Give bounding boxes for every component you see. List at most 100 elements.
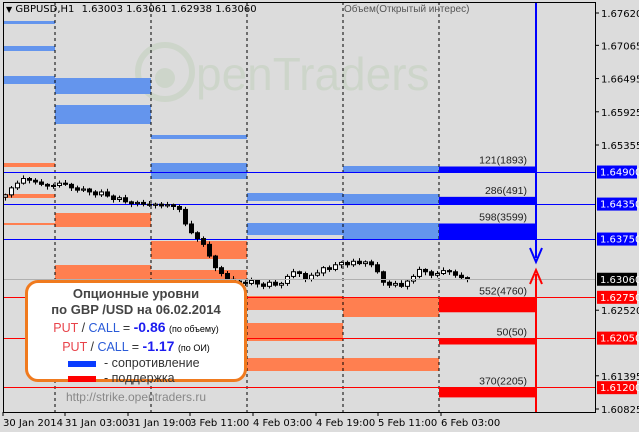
candle <box>117 195 122 202</box>
x-tick-label: 31 Jan 19:00 <box>128 418 191 429</box>
collapse-triangle-icon[interactable]: ▼ <box>6 5 13 14</box>
candle <box>459 272 464 280</box>
candle <box>135 200 140 207</box>
support-zone <box>247 323 343 341</box>
candle-body <box>153 203 158 206</box>
candle-body <box>81 188 86 191</box>
candle-body <box>453 271 458 276</box>
support-zone <box>151 270 247 280</box>
support-zone <box>247 296 343 310</box>
chart-header: ▼ GBPUSD,H1 1.63003 1.63061 1.62938 1.63… <box>6 4 257 15</box>
candle-body <box>195 232 200 240</box>
y-tick-label: 1.67065 <box>601 41 639 52</box>
candle-body <box>33 179 38 183</box>
candle-body <box>333 264 338 270</box>
x-tick-label: 3 Feb 11:00 <box>190 418 249 429</box>
candle <box>45 183 50 190</box>
candle <box>69 182 74 192</box>
legend-support: - поддержка <box>28 371 244 386</box>
candle-body <box>213 255 218 269</box>
ohlc-values: 1.63003 1.63061 1.62938 1.63060 <box>81 4 257 15</box>
resistance-zone <box>343 194 439 204</box>
candle-body <box>51 185 56 188</box>
candle-body <box>207 243 212 257</box>
candle <box>105 188 110 198</box>
resistance-zone <box>3 76 55 84</box>
candle-body <box>27 178 32 181</box>
equals: = <box>122 321 131 335</box>
support-price-badge: 1.62750 <box>600 293 639 304</box>
candle-body <box>411 275 416 282</box>
candle-body <box>273 281 278 286</box>
legend-support-label: - поддержка <box>104 371 175 385</box>
candle-body <box>99 191 104 196</box>
candle <box>285 274 290 286</box>
support-zone <box>55 213 151 227</box>
resistance-price-badge-bg <box>597 165 637 179</box>
candle-body <box>429 271 434 276</box>
candle <box>387 280 392 288</box>
candle <box>303 271 308 283</box>
candle-body <box>177 205 182 210</box>
support-price-badge: 1.62050 <box>600 334 639 345</box>
candle <box>27 177 32 184</box>
candle-body <box>465 277 470 280</box>
candle-body <box>375 264 380 273</box>
resistance-swatch <box>68 360 96 367</box>
candle <box>399 280 404 288</box>
candle-body <box>321 267 326 274</box>
candle-body <box>435 273 440 276</box>
candle-body <box>267 281 272 287</box>
candle <box>249 277 254 286</box>
candle <box>147 200 152 207</box>
candle-body <box>243 281 248 284</box>
level-annotation: 598(3599) <box>479 212 527 224</box>
candle-body <box>249 280 254 284</box>
slash: / <box>81 321 86 335</box>
candle <box>201 236 206 247</box>
resistance-price-badge: 1.64350 <box>600 200 639 211</box>
watermark: penTraders <box>135 42 430 102</box>
candle <box>15 180 20 191</box>
candle <box>429 269 434 279</box>
candle-body <box>399 282 404 287</box>
candle-body <box>309 274 314 280</box>
support-swatch <box>68 375 96 382</box>
x-tick-label: 31 Jan 03:00 <box>65 418 128 429</box>
candle <box>291 268 296 279</box>
support-zone <box>3 163 55 167</box>
candle-body <box>315 272 320 276</box>
candle <box>453 269 458 278</box>
candle <box>357 258 362 266</box>
x-tick-label: 4 Feb 19:00 <box>316 418 375 429</box>
equals: = <box>131 340 140 354</box>
candle <box>75 185 80 193</box>
support-zone <box>343 297 439 317</box>
support-zone <box>247 358 343 371</box>
candle-body <box>75 187 80 191</box>
indicator-label: Объем(Открытый интерес) <box>344 4 470 15</box>
put-label: PUT <box>53 321 79 335</box>
watermark-logo-icon <box>135 42 195 102</box>
resistance-zone <box>343 223 439 239</box>
candle-body <box>393 282 398 286</box>
candle <box>363 260 368 267</box>
resistance-zone <box>343 166 439 172</box>
candle-body <box>21 178 26 184</box>
current-price-badge: 1.63060 <box>600 275 639 286</box>
candle-body <box>87 188 92 193</box>
candle <box>411 274 416 284</box>
support-zone <box>55 265 151 279</box>
candle <box>171 203 176 210</box>
source-url[interactable]: http://strike.opentraders.ru <box>65 390 207 404</box>
candle <box>189 220 194 235</box>
candle-body <box>15 182 20 189</box>
arrow-up-icon <box>529 267 543 285</box>
candle-body <box>135 201 140 205</box>
candle <box>99 189 104 197</box>
candle-body <box>147 203 152 206</box>
symbol-label: GBPUSD,H1 <box>15 4 75 15</box>
support-zone <box>3 223 55 225</box>
level-annotation: 50(50) <box>497 327 527 339</box>
